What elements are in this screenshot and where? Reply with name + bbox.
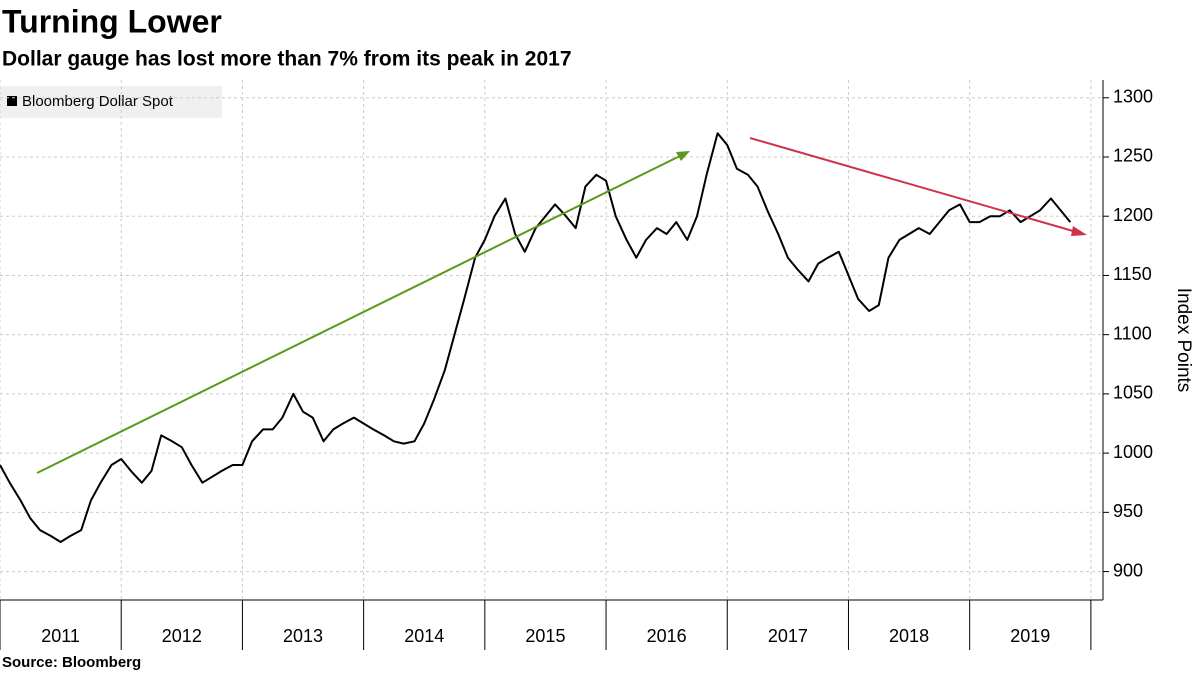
legend-box xyxy=(0,86,222,118)
x-tick-label: 2013 xyxy=(283,626,323,646)
x-tick-label: 2018 xyxy=(889,626,929,646)
legend-label: Bloomberg Dollar Spot xyxy=(22,93,174,110)
y-tick-label: 1250 xyxy=(1113,146,1153,166)
x-tick-label: 2017 xyxy=(768,626,808,646)
legend-swatch xyxy=(7,96,17,106)
source: Source: Bloomberg xyxy=(2,654,141,671)
arrow-up xyxy=(36,153,685,474)
plot: 900 950 1000 1050 1100 1150 1200 1250 1300 2011 20… xyxy=(0,80,1153,650)
y-tick-label: 1300 xyxy=(1113,87,1153,107)
x-tick-label: 2016 xyxy=(647,626,687,646)
x-tick-label: 2011 xyxy=(41,626,80,646)
arrow-down xyxy=(749,137,1081,234)
y-tick-label: 950 xyxy=(1113,501,1143,521)
y-tick-label: 1000 xyxy=(1113,442,1153,462)
y-axis-label: Index Points xyxy=(1173,288,1194,393)
y-tick-label: 900 xyxy=(1113,560,1143,580)
x-tick-label: 2019 xyxy=(1010,626,1050,646)
arrow-head xyxy=(1071,226,1087,236)
x-tick-label: 2015 xyxy=(525,626,565,646)
series-line xyxy=(0,132,1072,543)
y-tick-label: 1200 xyxy=(1113,205,1153,225)
x-tick-label: 2012 xyxy=(162,626,202,646)
arrow-head xyxy=(676,151,690,161)
y-tick-label: 1100 xyxy=(1113,323,1152,343)
chart-title: Turning Lower xyxy=(2,3,222,39)
y-tick-label: 1150 xyxy=(1113,264,1152,284)
chart-subtitle: Dollar gauge has lost more than 7% from … xyxy=(2,48,572,71)
x-tick-label: 2014 xyxy=(404,626,444,646)
y-tick-label: 1050 xyxy=(1113,383,1153,403)
